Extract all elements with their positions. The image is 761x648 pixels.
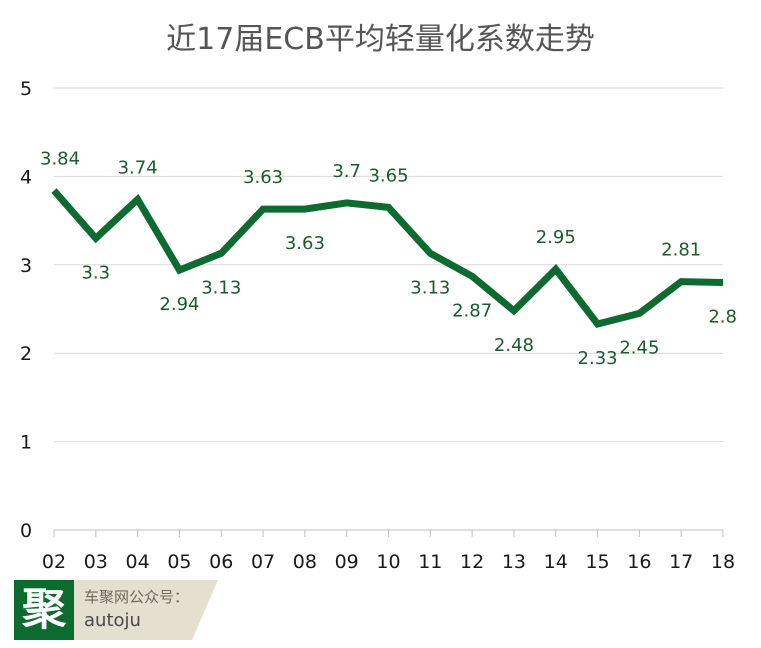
x-tick-label: 05 [167,551,191,573]
data-label: 3.63 [285,233,325,254]
data-label: 2.45 [619,337,659,358]
y-tick-label: 5 [20,78,32,100]
x-tick-label: 12 [460,551,484,573]
x-tick-label: 04 [126,551,150,573]
brand-logo: 聚 [14,580,74,640]
data-label: 2.48 [494,335,534,356]
brand-caption: 车聚网公众号： [84,588,190,606]
x-tick-label: 17 [669,551,693,573]
data-label: 3.63 [243,167,283,188]
data-label: 2.33 [578,348,618,369]
data-label: 2.81 [661,240,701,261]
x-tick-label: 16 [627,551,651,573]
data-label: 3.13 [410,277,450,298]
x-tick-label: 13 [502,551,526,573]
data-label: 2.8 [708,306,737,327]
series-line [51,188,724,328]
chart-title: 近17届ECB平均轻量化系数走势 [166,22,595,57]
x-tick-label: 02 [42,551,66,573]
x-tick-label: 06 [209,551,233,573]
y-tick-label: 4 [20,166,32,188]
y-tick-label: 3 [20,255,32,277]
x-tick-label: 18 [711,551,735,573]
x-tick-label: 03 [84,551,108,573]
x-tick-label: 09 [335,551,359,573]
data-label: 3.65 [368,165,408,186]
x-tick-label: 11 [418,551,442,573]
y-tick-label: 0 [20,520,32,542]
data-label: 2.94 [159,294,199,315]
x-tick-label: 10 [376,551,400,573]
data-label: 3.3 [81,262,110,283]
data-label: 3.13 [201,277,241,298]
brand-watermark: 聚 车聚网公众号： autoju [14,580,218,640]
brand-handle: autoju [84,610,141,631]
data-label: 3.7 [332,161,361,182]
data-label: 3.84 [40,149,80,170]
x-tick-label: 08 [293,551,317,573]
y-tick-label: 1 [20,432,32,454]
data-label: 2.95 [536,227,576,248]
data-label: 3.74 [118,157,158,178]
data-label: 2.87 [452,300,492,321]
brand-panel: 车聚网公众号： autoju [74,580,218,640]
y-tick-label: 2 [20,343,32,365]
x-tick-label: 15 [585,551,609,573]
x-tick-label: 07 [251,551,275,573]
x-tick-label: 14 [544,551,568,573]
